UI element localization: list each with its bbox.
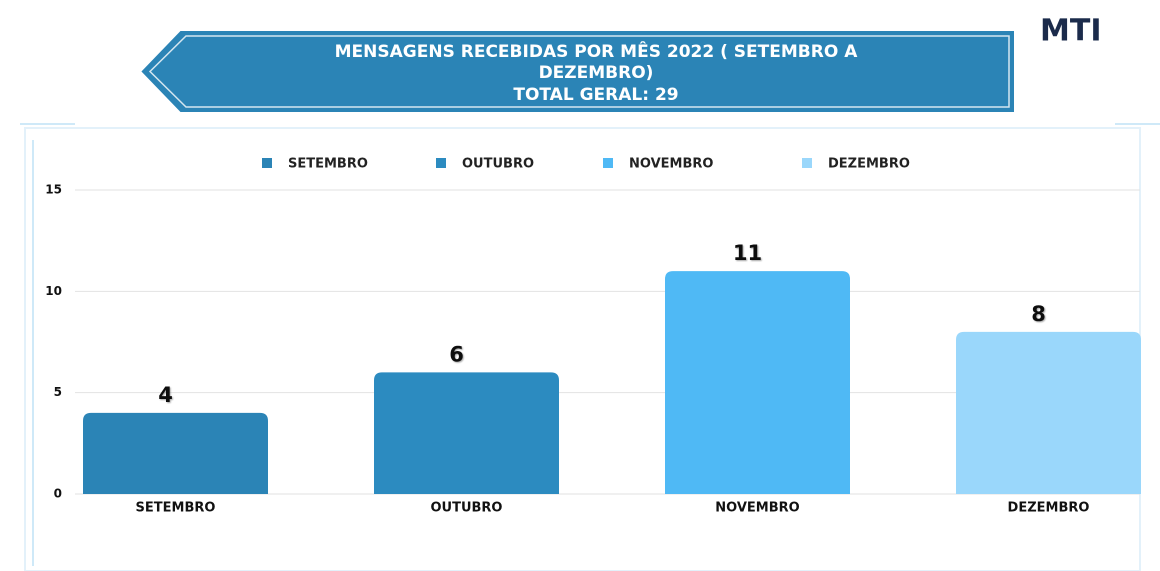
bar: [665, 271, 850, 494]
legend-swatch: [802, 158, 812, 168]
bar: [956, 331, 1141, 494]
y-tick-label: 5: [54, 385, 62, 399]
value-label: 11: [733, 241, 762, 265]
legend-label: OUTUBRO: [462, 157, 534, 172]
x-tick-label: OUTUBRO: [430, 501, 502, 516]
value-label: 8: [1031, 302, 1046, 326]
logo: MTI: [1040, 14, 1101, 49]
value-label: 4: [158, 383, 173, 407]
legend-swatch: [603, 158, 613, 168]
legend-swatch: [436, 158, 446, 168]
legend-swatch: [262, 158, 272, 168]
chart-title: MENSAGENS RECEBIDAS POR MÊS 2022 ( SETEM…: [335, 40, 859, 83]
y-tick-label: 15: [45, 183, 62, 197]
legend-label: SETEMBRO: [288, 157, 368, 172]
legend-label: DEZEMBRO: [828, 157, 910, 172]
title-banner: [138, 29, 1016, 114]
y-tick-label: 0: [54, 487, 62, 501]
bar: [83, 412, 268, 494]
value-label: 6: [449, 342, 464, 366]
y-tick-label: 10: [45, 284, 62, 298]
chart-subtitle: TOTAL GERAL: 29: [513, 85, 678, 105]
title-banner-border: [148, 35, 1010, 108]
x-tick-label: NOVEMBRO: [715, 501, 799, 516]
bar: [374, 372, 559, 494]
x-tick-label: DEZEMBRO: [1008, 501, 1090, 516]
legend-label: NOVEMBRO: [629, 157, 713, 172]
x-tick-label: SETEMBRO: [136, 501, 216, 516]
